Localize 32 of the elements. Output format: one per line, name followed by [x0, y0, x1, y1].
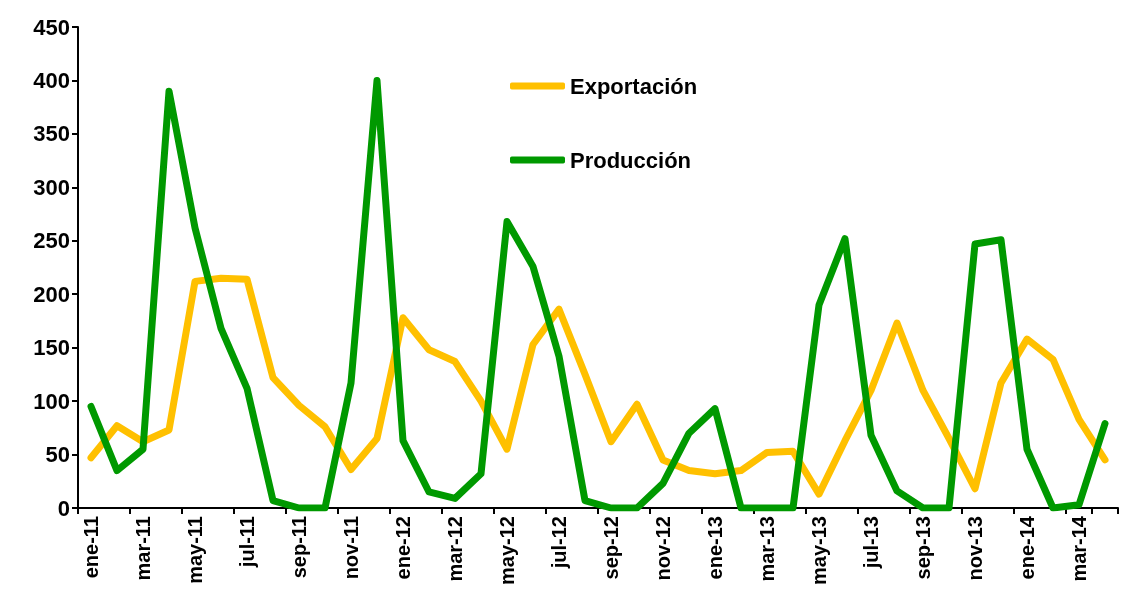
x-tick-label: mar-11	[132, 516, 154, 581]
x-tick-label: may-13	[808, 516, 830, 585]
y-tick-label: 150	[33, 335, 70, 361]
x-tick-label: nov-12	[652, 516, 674, 581]
x-tick-label: jul-13	[860, 516, 882, 570]
y-tick-label: 400	[33, 67, 70, 93]
x-tick-label: jul-11	[236, 516, 258, 569]
y-tick-label: 50	[45, 442, 70, 468]
x-tick-label: nov-11	[340, 516, 362, 580]
y-tick-label: 250	[33, 228, 70, 254]
x-tick-label: ene-11	[80, 516, 102, 579]
legend-label: Producción	[570, 147, 692, 173]
x-tick-label: ene-13	[704, 516, 726, 580]
x-tick-label: may-12	[496, 516, 518, 585]
x-tick-label: sep-12	[600, 516, 622, 580]
x-tick-label: ene-12	[392, 516, 414, 580]
x-tick-label: ene-14	[1016, 515, 1038, 580]
x-tick-label: jul-12	[548, 516, 570, 570]
x-tick-label: sep-11	[288, 516, 310, 579]
x-tick-label: mar-13	[756, 516, 778, 582]
legend-label: Exportación	[570, 73, 698, 99]
y-tick-label: 450	[33, 14, 70, 40]
x-tick-label: sep-13	[912, 516, 934, 580]
x-tick-label: may-11	[184, 516, 206, 584]
x-tick-label: mar-12	[444, 516, 466, 582]
x-tick-label: mar-14	[1068, 515, 1090, 582]
y-tick-label: 100	[33, 388, 70, 414]
y-tick-label: 0	[57, 495, 70, 521]
y-tick-label: 350	[33, 121, 70, 147]
y-tick-label: 300	[33, 174, 70, 200]
y-tick-label: 200	[33, 281, 70, 307]
x-tick-label: nov-13	[964, 516, 986, 581]
